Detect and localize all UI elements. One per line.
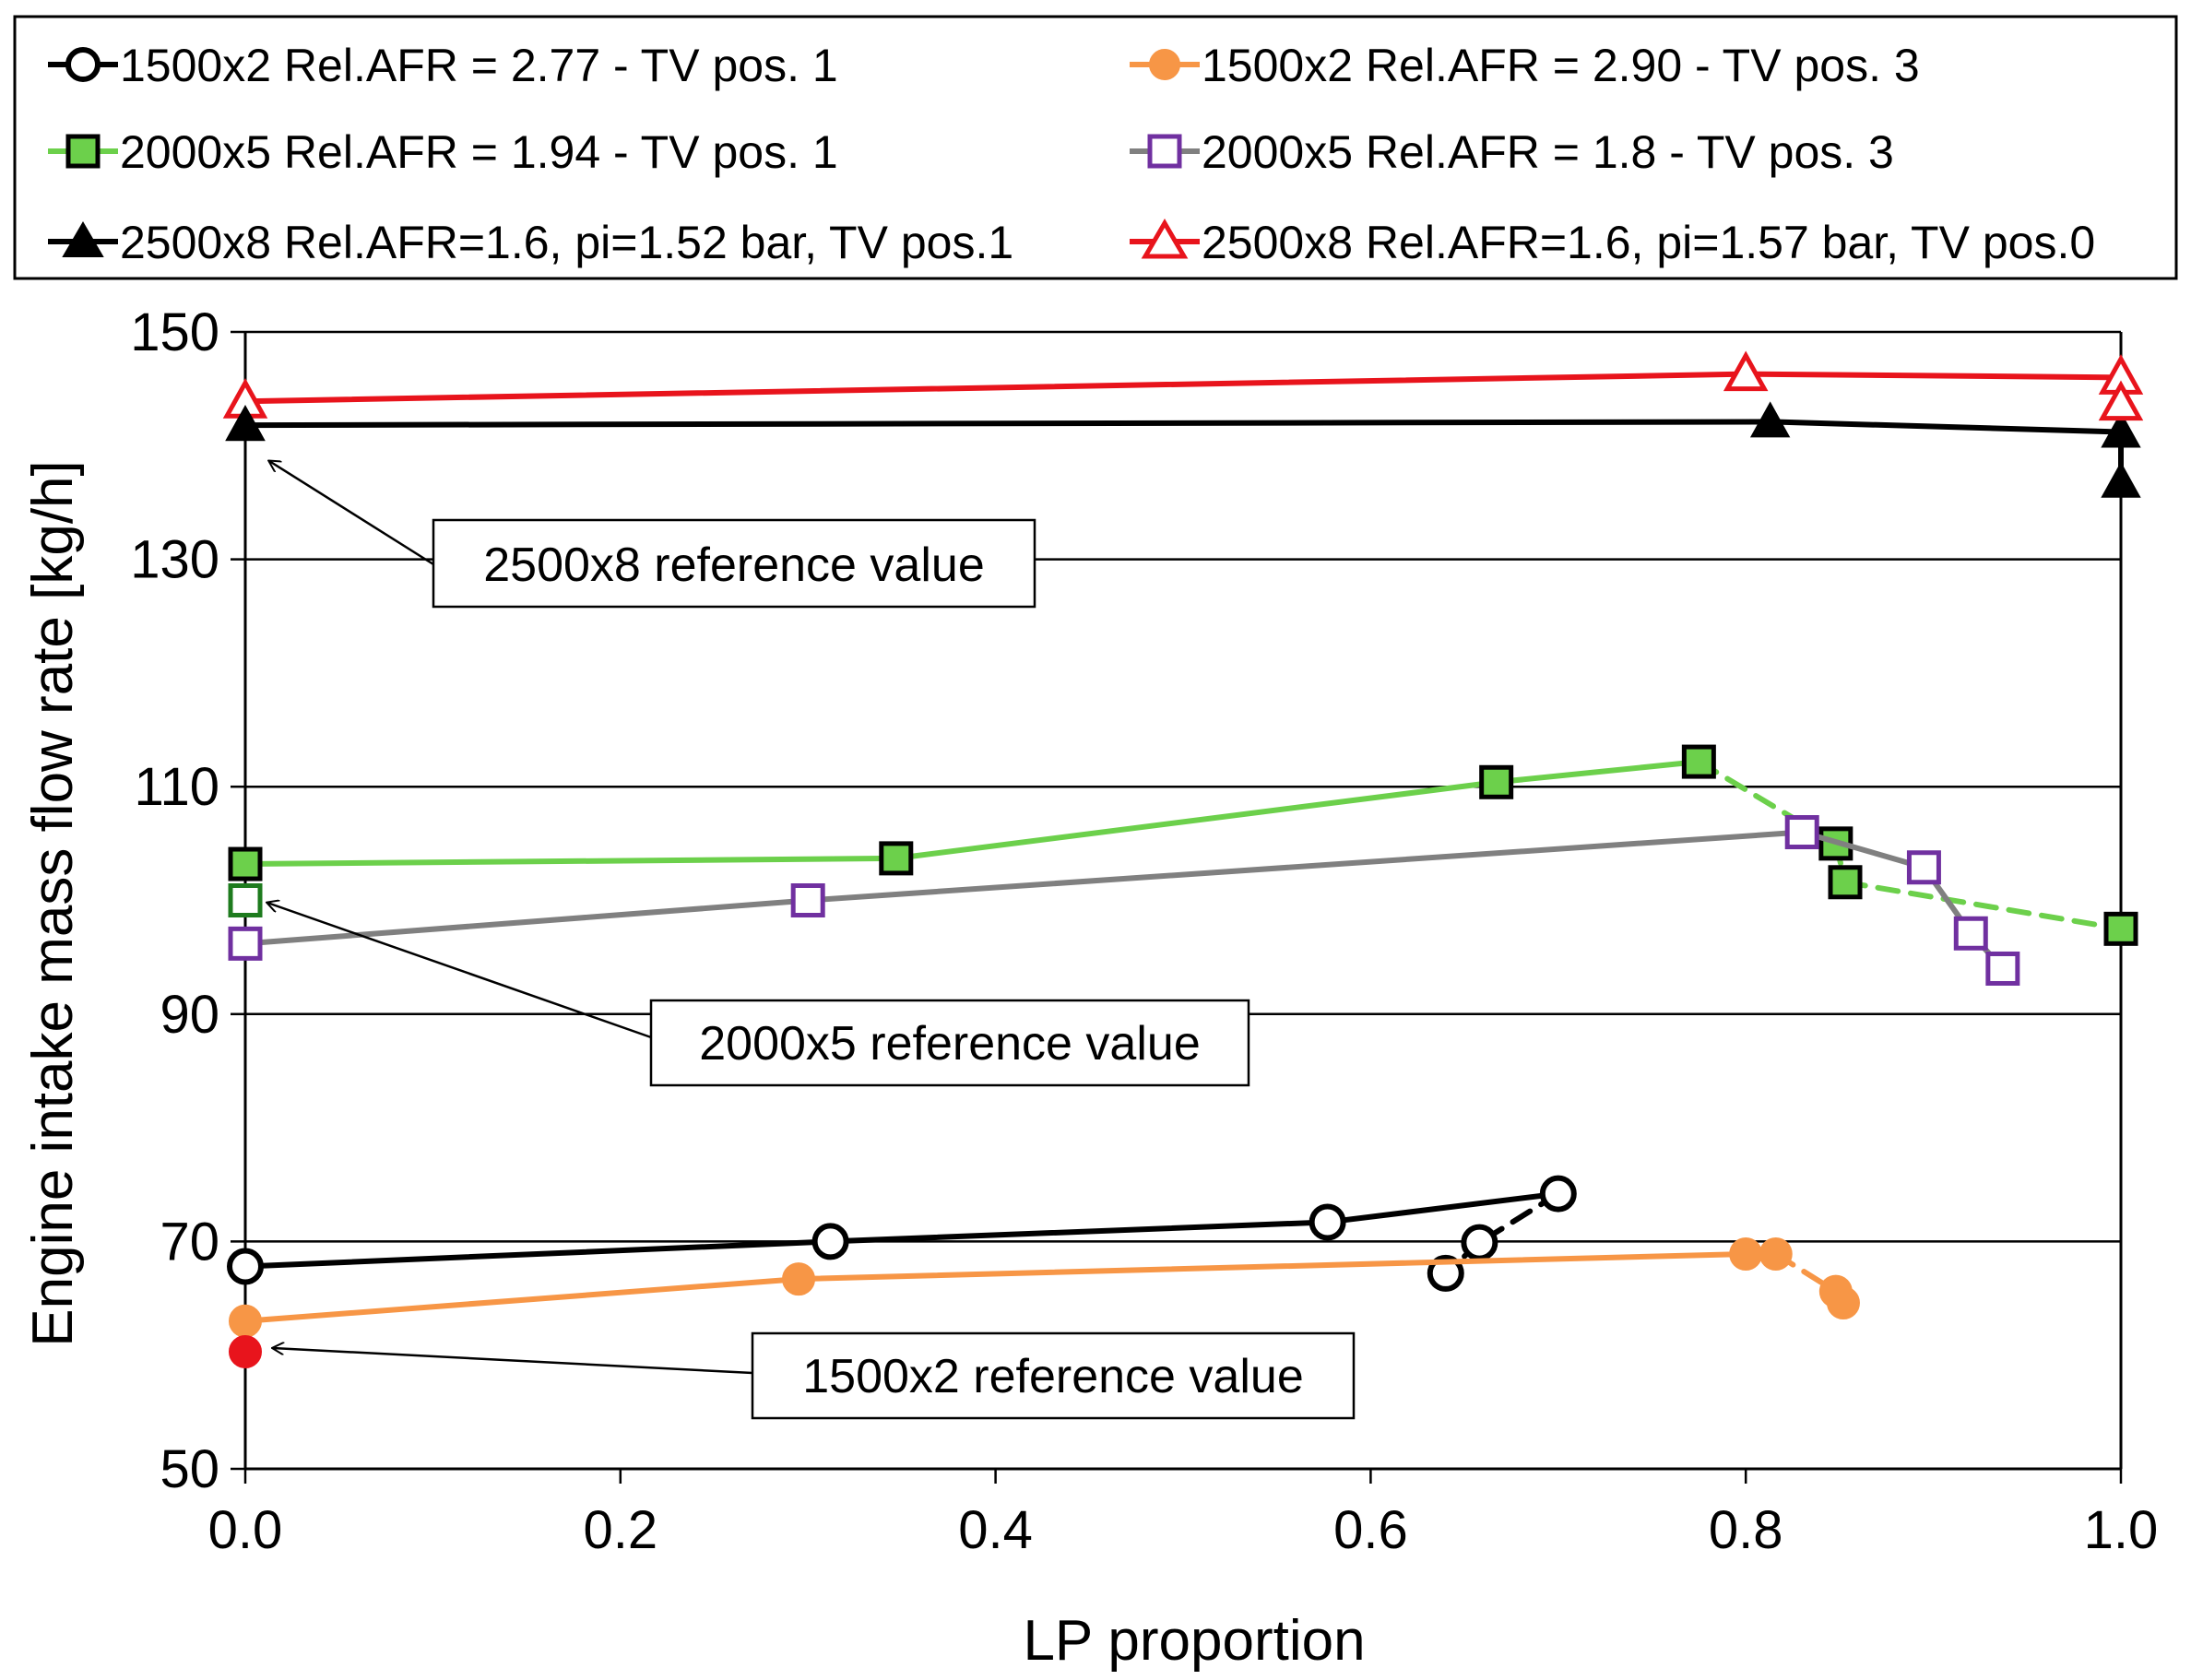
ytick-label-4: 130	[130, 530, 219, 590]
reference-points	[225, 405, 266, 1369]
series-6-segment-1	[1743, 371, 2124, 381]
series-2-segment-0	[243, 1276, 802, 1324]
series-3-segment-0	[243, 855, 899, 868]
series-3-segment-1	[893, 779, 1499, 861]
series-2-point-5	[1826, 1285, 1860, 1319]
annotation-box-2000x5	[649, 999, 1250, 1087]
annotation-arrow-1500x2	[273, 1348, 753, 1375]
series-1-point-5	[1427, 1254, 1464, 1292]
series-1-segment-0	[243, 1238, 834, 1270]
series-2-point-2	[1729, 1236, 1763, 1271]
series-3-point-3	[1681, 744, 1716, 779]
ytick-label-3: 110	[135, 757, 219, 817]
series-4-segment-2	[1799, 829, 1927, 870]
legend: 1500x2 Rel.AFR = 2.77 - TV pos. 1 1500x2…	[13, 15, 2178, 280]
annotation-arrow-2000x5	[267, 903, 652, 1039]
series-3-point-6	[2103, 911, 2138, 946]
legend-label-4: 2000x5 Rel.AFR = 1.8 - TV pos. 3	[1202, 126, 1894, 178]
series-3-point-4	[1818, 826, 1853, 861]
series-4-point-2	[1784, 815, 1819, 850]
series-1	[227, 1175, 1577, 1292]
reference-point-0	[229, 1335, 262, 1369]
legend-label-5: 2500x8 Rel.AFR=1.6, pi=1.52 bar, TV pos.…	[120, 217, 1013, 268]
annotation-1500x2: 1500x2 reference value	[273, 1331, 1356, 1420]
xtick-label-5: 1.0	[2084, 1500, 2159, 1560]
series-4-point-3	[1906, 850, 1941, 885]
legend-label-2: 1500x2 Rel.AFR = 2.90 - TV pos. 3	[1202, 40, 1920, 91]
annotation-2000x5: 2000x5 reference value	[267, 903, 1250, 1087]
legend-entry-5: 2500x8 Rel.AFR=1.6, pi=1.52 bar, TV pos.…	[48, 217, 1013, 268]
legend-label-3: 2000x5 Rel.AFR = 1.94 - TV pos. 1	[120, 126, 838, 178]
series-1-point-1	[811, 1223, 849, 1260]
series-4-point-0	[228, 926, 263, 961]
legend-label-6: 2500x8 Rel.AFR=1.6, pi=1.57 bar, TV pos.…	[1202, 217, 2095, 268]
series-4-point-5	[1985, 951, 2020, 986]
series-6-segment-0	[243, 371, 1749, 405]
series-4-segment-1	[805, 829, 1806, 904]
series-2-segment-1	[796, 1250, 1749, 1283]
ytick-label-1: 70	[160, 1212, 219, 1272]
legend-box	[13, 15, 2178, 280]
series-4-point-1	[790, 883, 825, 917]
series-1-segment-1	[827, 1219, 1331, 1245]
annotation-label-2000x5: 2000x5 reference value	[699, 1017, 1201, 1071]
xtick-label-0: 0.0	[208, 1500, 283, 1560]
legend-entry-1: 1500x2 Rel.AFR = 2.77 - TV pos. 1	[48, 40, 838, 91]
xtick-label-4: 0.8	[1709, 1500, 1783, 1560]
series-5-point-1	[1749, 401, 1791, 438]
series-2-point-0	[229, 1304, 262, 1338]
series-5-segment-1	[1767, 419, 2124, 435]
ytick-label-5: 150	[130, 302, 219, 362]
xtick-label-3: 0.6	[1333, 1500, 1408, 1560]
legend-entry-3: 2000x5 Rel.AFR = 1.94 - TV pos. 1	[48, 126, 838, 178]
series-2	[229, 1236, 1860, 1338]
series-3-segment-2	[1493, 759, 1702, 786]
legend-entry-2: 1500x2 Rel.AFR = 2.90 - TV pos. 3	[1130, 40, 1920, 91]
series-3-point-0	[228, 846, 263, 881]
series-3-point-2	[1479, 764, 1514, 799]
series-2-point-1	[782, 1262, 816, 1296]
ytick-label-2: 90	[160, 985, 219, 1045]
reference-point-1	[228, 883, 263, 917]
legend-entry-4: 2000x5 Rel.AFR = 1.8 - TV pos. 3	[1130, 126, 1894, 178]
series-4-segment-0	[243, 897, 811, 947]
xtick-label-1: 0.2	[583, 1500, 657, 1560]
series-4	[228, 815, 2020, 986]
reference-point-2	[225, 405, 266, 442]
series-6	[222, 350, 2144, 421]
series-1-point-0	[227, 1248, 264, 1285]
plot-area: 50 70 90 110 130 150 0.0 0.2 0.4 0.6 0.8 1.0	[130, 302, 2158, 1560]
series-6-point-1	[1723, 350, 1769, 392]
annotation-arrow-2500x8	[269, 461, 434, 566]
series-3-point-1	[879, 841, 914, 876]
tick-labels: 50 70 90 110 130 150 0.0 0.2 0.4 0.6 0.8 1.0	[130, 302, 2158, 1560]
series-5-point-3	[2101, 461, 2141, 498]
annotation-label-2500x8: 2500x8 reference value	[483, 538, 985, 592]
series-5-point-2	[2101, 411, 2141, 448]
series-5-segment-0	[243, 419, 1773, 429]
series-1-point-3	[1539, 1175, 1577, 1213]
series-1-point-2	[1309, 1203, 1346, 1241]
annotations: 2500x8 reference value 2000x5 reference …	[267, 461, 1356, 1420]
series-layer	[222, 350, 2144, 1338]
series-1-segment-2	[1324, 1190, 1561, 1225]
y-axis-label: Engine intake mass flow rate [kg/h]	[21, 460, 85, 1346]
series-4-point-4	[1953, 916, 1988, 951]
annotation-label-1500x2: 1500x2 reference value	[802, 1350, 1304, 1403]
legend-label-1: 1500x2 Rel.AFR = 2.77 - TV pos. 1	[120, 40, 838, 91]
series-1-point-4	[1461, 1224, 1498, 1261]
x-axis-label: LP proportion	[1023, 1609, 1365, 1673]
series-3-segment-5	[1842, 879, 2124, 932]
series-6-point-3	[2098, 380, 2144, 421]
legend-entry-6: 2500x8 Rel.AFR=1.6, pi=1.57 bar, TV pos.…	[1130, 217, 2095, 268]
annotation-box-1500x2	[751, 1331, 1356, 1420]
xtick-label-2: 0.4	[958, 1500, 1033, 1560]
series-3-point-5	[1828, 865, 1863, 900]
series-2-point-3	[1759, 1236, 1793, 1271]
ytick-label-0: 50	[160, 1439, 219, 1499]
annotation-box-2500x8	[432, 518, 1036, 609]
annotation-2500x8: 2500x8 reference value	[269, 461, 1036, 609]
